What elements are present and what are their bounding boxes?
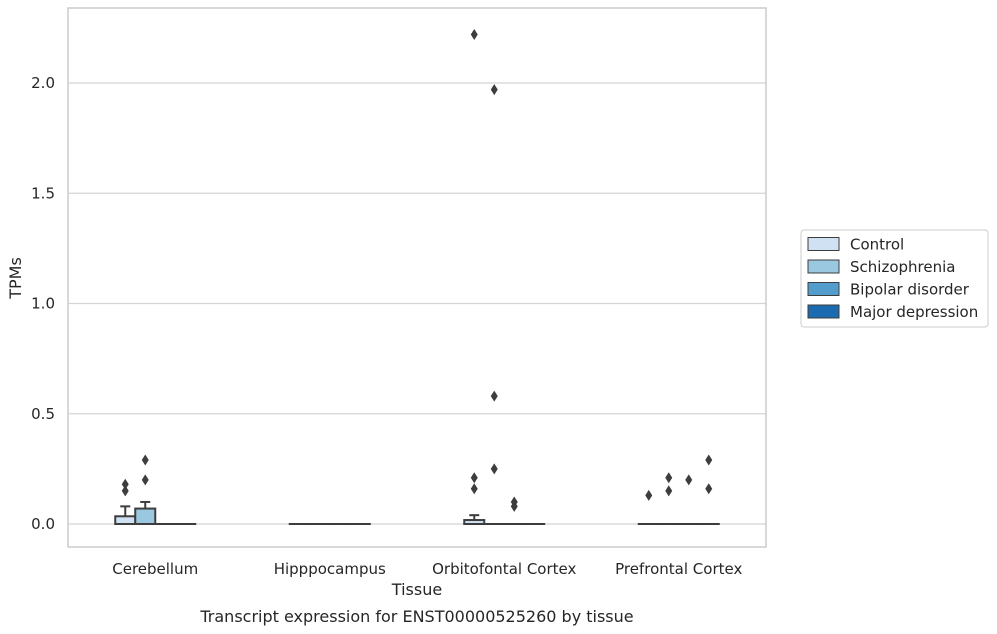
legend-swatch bbox=[807, 304, 840, 319]
outlier-point bbox=[470, 28, 478, 40]
y-tick-labels: 0.0 0.5 1.0 1.5 2.0 bbox=[31, 74, 55, 533]
legend-swatch bbox=[807, 282, 840, 296]
outlier-point bbox=[470, 472, 478, 484]
box-control bbox=[114, 478, 137, 525]
outlier-point bbox=[685, 474, 693, 486]
outlier-point bbox=[490, 84, 498, 96]
plot-frame bbox=[67, 7, 767, 548]
y-tick-label: 2.0 bbox=[31, 74, 55, 92]
outlier-point bbox=[705, 454, 713, 466]
chart-caption: Transcript expression for ENST0000052526… bbox=[199, 607, 633, 626]
box-control bbox=[637, 489, 660, 526]
y-tick-label: 0.5 bbox=[31, 405, 55, 423]
outlier-point bbox=[665, 472, 673, 484]
outlier-point bbox=[490, 463, 498, 475]
outlier-point bbox=[141, 454, 149, 466]
legend-swatch bbox=[807, 237, 840, 251]
outlier-point bbox=[141, 474, 149, 486]
legend-label: Schizophrenia bbox=[850, 258, 955, 276]
box-body bbox=[134, 507, 157, 526]
y-axis-title: TPMs bbox=[6, 257, 25, 300]
outlier-point bbox=[510, 496, 518, 508]
box-body bbox=[114, 515, 137, 525]
x-tick-label: Cerebellum bbox=[112, 560, 198, 578]
box-schizophrenia bbox=[134, 454, 157, 526]
outlier-point bbox=[490, 390, 498, 402]
y-tick-label: 0.0 bbox=[31, 515, 55, 533]
legend-label: Bipolar disorder bbox=[850, 281, 970, 299]
box-schizophrenia bbox=[657, 472, 680, 526]
outlier-point bbox=[121, 478, 129, 490]
box-bipolar-disorder bbox=[503, 496, 526, 526]
x-tick-label: Hipppocampus bbox=[274, 560, 386, 578]
y-tick-label: 1.5 bbox=[31, 184, 55, 202]
x-tick-label: Prefrontal Cortex bbox=[615, 560, 742, 578]
legend-swatch bbox=[807, 259, 840, 274]
box-plots bbox=[114, 28, 720, 526]
outlier-point bbox=[470, 483, 478, 495]
box-bipolar-disorder bbox=[677, 474, 700, 526]
box-control bbox=[463, 28, 486, 526]
x-tick-labels: Cerebellum Hipppocampus Orbitofontal Corte… bbox=[112, 560, 742, 578]
y-tick-label: 1.0 bbox=[31, 295, 55, 313]
x-tick-label: Orbitofontal Cortex bbox=[432, 560, 576, 578]
outlier-point bbox=[645, 489, 653, 501]
outlier-point bbox=[121, 485, 129, 497]
grid-lines bbox=[68, 82, 766, 525]
legend-label: Control bbox=[850, 236, 904, 254]
box-major-depression bbox=[697, 454, 720, 526]
x-axis-title: Tissue bbox=[391, 580, 442, 599]
legend-label: Major depression bbox=[850, 303, 978, 321]
outlier-point bbox=[665, 485, 673, 497]
legend: Control Schizophrenia Bipolar disorder Majo… bbox=[800, 229, 989, 328]
legend-frame bbox=[800, 229, 989, 328]
outlier-point bbox=[705, 483, 713, 495]
